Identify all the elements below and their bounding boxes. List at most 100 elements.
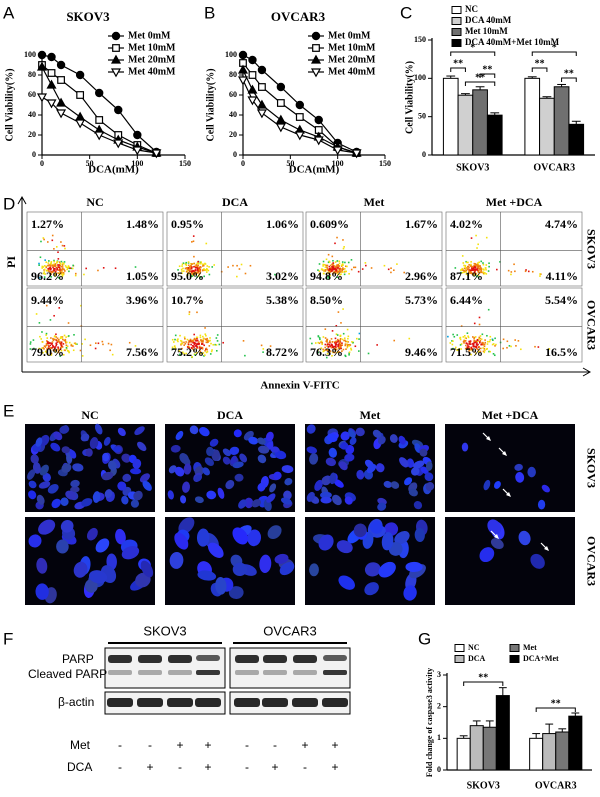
- scatter-dot: [317, 335, 320, 338]
- scatter-dot: [447, 335, 449, 338]
- scatter-dot: [67, 350, 69, 352]
- scatter-dot: [70, 267, 73, 270]
- y-tick-label: 40: [229, 110, 237, 119]
- data-point: [247, 96, 258, 106]
- scatter-dot: [336, 266, 338, 268]
- scatter-dot: [331, 266, 334, 269]
- scatter-dot: [356, 337, 358, 340]
- nuclei: [28, 519, 154, 604]
- scatter-dot: [260, 344, 263, 347]
- nucleus: [117, 427, 126, 437]
- scatter-dot: [467, 344, 469, 346]
- scatter-dot: [197, 342, 199, 345]
- scatter-dot: [486, 343, 489, 345]
- nucleus: [364, 582, 379, 596]
- scatter-dot: [190, 347, 193, 349]
- nucleus: [257, 445, 270, 454]
- y-tick-label: 0: [437, 765, 441, 774]
- y-tick-label: 50: [418, 111, 426, 120]
- scatter-dot: [49, 267, 52, 269]
- scatter-dot: [59, 355, 62, 357]
- scatter-dot: [348, 353, 350, 356]
- blot-band: [235, 670, 259, 675]
- scatter-dot: [482, 343, 484, 346]
- scatter-dot: [334, 261, 337, 263]
- nucleus: [81, 498, 93, 507]
- scatter-dot: [332, 346, 334, 348]
- scatter-dot: [467, 336, 470, 339]
- scatter-dot: [449, 342, 452, 344]
- error-bar: [475, 86, 485, 90]
- scatter-dot: [470, 343, 472, 345]
- scatter-dot: [196, 266, 198, 269]
- nucleus: [364, 562, 381, 577]
- scatter-dot: [335, 269, 338, 271]
- scatter-dot: [470, 348, 473, 350]
- scatter-dot: [63, 263, 65, 265]
- scatter-dot: [393, 269, 395, 272]
- scatter-dot: [340, 347, 342, 350]
- scatter-dot: [55, 271, 57, 274]
- scatter-dot: [477, 276, 480, 278]
- significance-bracket: [450, 67, 466, 72]
- scatter-dot: [339, 270, 341, 272]
- scatter-dot: [508, 345, 511, 347]
- scatter-dot: [61, 270, 63, 272]
- scatter-dot: [50, 268, 52, 270]
- nucleus: [425, 482, 435, 491]
- scatter-dot: [329, 268, 332, 271]
- scatter-dot: [475, 268, 477, 271]
- scatter-dot: [68, 335, 70, 337]
- nucleus: [229, 446, 240, 455]
- scatter-dot: [196, 336, 199, 339]
- scatter-dot: [197, 275, 200, 277]
- scatter-dot: [203, 275, 205, 278]
- scatter-dot: [335, 266, 337, 269]
- scatter-dot: [59, 348, 62, 351]
- data-point: [313, 136, 324, 146]
- panel-letter: E: [3, 401, 14, 420]
- scatter-dot: [332, 272, 335, 274]
- scatter-dot: [322, 260, 325, 263]
- scatter-dot: [491, 338, 494, 341]
- scatter-dot: [470, 237, 473, 239]
- scatter-dot: [193, 341, 195, 344]
- scatter-dot: [197, 270, 199, 273]
- scatter-dot: [208, 345, 211, 347]
- scatter-dot: [204, 349, 206, 352]
- nucleus: [530, 553, 545, 569]
- scatter-dot: [244, 354, 246, 357]
- nucleus: [269, 483, 277, 493]
- scatter-dot: [456, 349, 458, 351]
- data-point: [314, 115, 323, 125]
- scatter-dot: [49, 270, 51, 273]
- scatter-dot: [329, 350, 332, 352]
- scatter-dot: [53, 346, 56, 349]
- y-tick-label: 0: [422, 150, 426, 159]
- x-tick-label: 50: [286, 159, 294, 168]
- scatter-dot: [330, 338, 333, 340]
- scatter-dot: [179, 334, 181, 337]
- scatter-dot: [477, 274, 480, 276]
- scatter-dot: [47, 347, 50, 350]
- scatter-dot: [194, 338, 196, 341]
- blot-box: [229, 647, 351, 689]
- scatter-dot: [459, 337, 461, 339]
- quadrant-percent: 8.50%: [310, 293, 343, 307]
- scatter-dot: [63, 334, 66, 337]
- scatter-dot: [216, 334, 219, 336]
- scatter-dot: [539, 275, 541, 277]
- scatter-dot: [479, 268, 481, 271]
- scatter-dot: [466, 346, 469, 348]
- scatter-dot: [38, 262, 40, 265]
- scatter-dot: [472, 336, 474, 338]
- legend-marker: [112, 44, 120, 52]
- treatment-sign: -: [245, 738, 249, 752]
- scatter-dot: [57, 276, 60, 279]
- scatter-dot: [190, 267, 193, 270]
- nucleus: [101, 471, 114, 481]
- scatter-dot: [348, 272, 350, 275]
- blot-band: [292, 698, 318, 707]
- scatter-dot: [187, 268, 190, 270]
- scatter-dot: [72, 264, 74, 267]
